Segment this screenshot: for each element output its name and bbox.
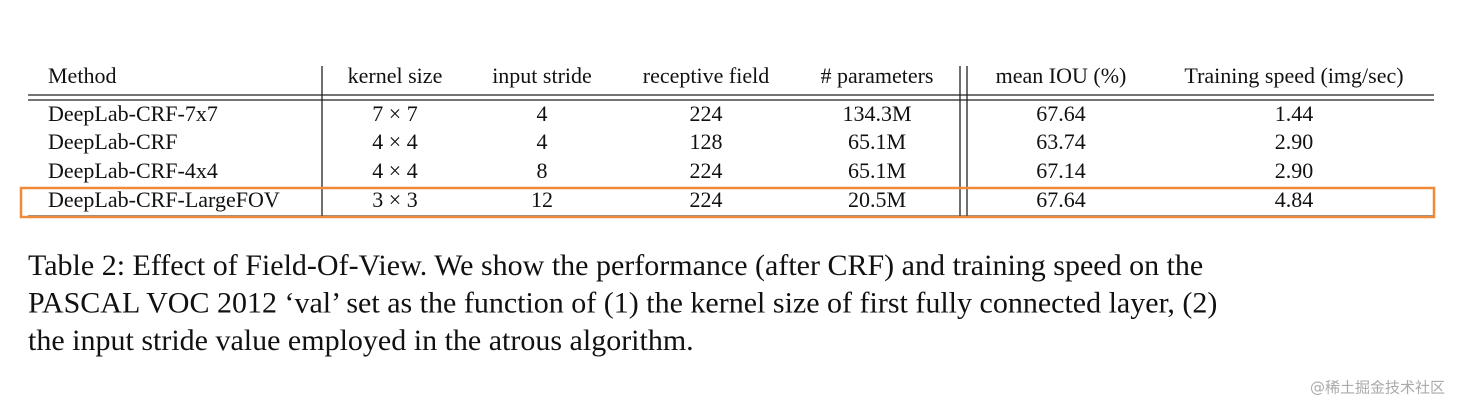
table-cell: 65.1M — [848, 129, 906, 154]
table-cell: 4 × 4 — [372, 129, 417, 154]
table-cell: 67.64 — [1036, 101, 1086, 126]
table-cell: DeepLab-CRF-4x4 — [48, 158, 218, 183]
header-cell: Training speed (img/sec) — [1184, 63, 1403, 88]
table-cell: 67.64 — [1036, 187, 1086, 212]
table-cell: DeepLab-CRF-LargeFOV — [48, 187, 280, 212]
table-cell: DeepLab-CRF-7x7 — [48, 101, 218, 126]
highlight-box — [19, 186, 1436, 219]
table-cell: 2.90 — [1275, 129, 1314, 154]
table-cell: 65.1M — [848, 158, 906, 183]
table-cell: 4 — [537, 129, 548, 154]
header-cell: kernel size — [348, 63, 443, 88]
table-cell: 4.84 — [1275, 187, 1314, 212]
table-cell: 12 — [531, 187, 553, 212]
table-cell: 2.90 — [1275, 158, 1314, 183]
table-cell: 7 × 7 — [372, 101, 417, 126]
header-cell: Method — [48, 63, 116, 88]
table-cell: 134.3M — [842, 101, 911, 126]
header-cell: # parameters — [821, 63, 934, 88]
table-cell: 224 — [690, 101, 723, 126]
caption-line: the input stride value employed in the a… — [28, 324, 694, 357]
watermark: @稀土掘金技术社区 — [1310, 379, 1445, 397]
table-cell: 63.74 — [1036, 129, 1086, 154]
table-cell: 4 × 4 — [372, 158, 417, 183]
table-cell: 8 — [537, 158, 548, 183]
table-cell: 1.44 — [1275, 101, 1314, 126]
table-cell: 20.5M — [848, 187, 906, 212]
table-cell: 4 — [537, 101, 548, 126]
table-cell: 128 — [690, 129, 723, 154]
table-cell: 224 — [690, 158, 723, 183]
header-cell: input stride — [492, 63, 592, 88]
caption-line: PASCAL VOC 2012 ‘val’ set as the functio… — [28, 286, 1217, 319]
table-cell: 67.14 — [1036, 158, 1086, 183]
caption-line: Table 2: Effect of Field-Of-View. We sho… — [28, 249, 1203, 282]
table-cell: DeepLab-CRF — [48, 129, 178, 154]
table-cell: 224 — [690, 187, 723, 212]
table-cell: 3 × 3 — [372, 187, 417, 212]
header-cell: mean IOU (%) — [996, 63, 1127, 88]
header-cell: receptive field — [643, 63, 769, 88]
